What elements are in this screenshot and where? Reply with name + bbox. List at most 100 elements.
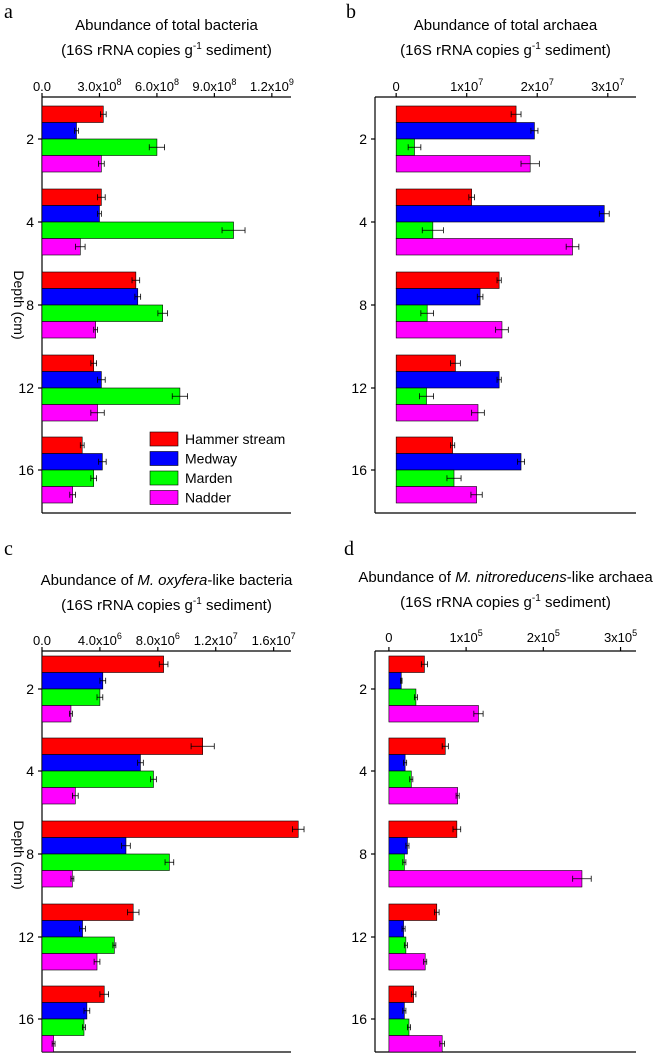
- x-tick-mantissa: 3.0x10: [77, 79, 116, 94]
- bar-nadder: [388, 1035, 443, 1053]
- depth-label: 8: [359, 846, 367, 862]
- bar-medway: [41, 754, 141, 772]
- bar-marden: [41, 138, 158, 156]
- chart-title: Abundance of M. nitroreducens-like archa…: [358, 569, 653, 586]
- bar-medway: [41, 1002, 88, 1020]
- panel-letter: c: [4, 538, 13, 560]
- bar-hammer-stream: [395, 354, 456, 372]
- legend-swatch: [149, 490, 179, 505]
- x-tick-label: 0: [385, 630, 392, 645]
- bar-marden: [41, 688, 101, 706]
- bar-marden: [388, 936, 407, 954]
- bar-medway: [41, 453, 103, 471]
- x-tick-exponent: 7: [478, 77, 483, 87]
- chart-title: Abundance of total archaea: [414, 17, 598, 34]
- x-tick-label: 6.0x108: [135, 77, 179, 94]
- units-prefix: (16S rRNA copies g: [61, 42, 193, 59]
- chart-units: (16S rRNA copies g-1 sediment): [400, 41, 611, 59]
- x-tick-exponent: 6: [117, 631, 122, 641]
- x-tick-mantissa: 1.2x10: [250, 79, 289, 94]
- depth-label: 4: [359, 763, 367, 779]
- bar-hammer-stream: [41, 985, 105, 1003]
- x-tick-label: 0.0: [33, 79, 51, 94]
- depth-label: 12: [18, 380, 34, 396]
- depth-label: 16: [18, 1011, 34, 1027]
- x-tick-exponent: 8: [231, 77, 236, 87]
- depth-label: 2: [26, 681, 34, 697]
- x-tick-mantissa: 2x10: [527, 630, 555, 645]
- legend-swatch: [149, 470, 179, 486]
- bar-medway: [41, 371, 102, 389]
- x-tick-mantissa: 3x10: [591, 79, 619, 94]
- legend-label: Medway: [185, 451, 237, 467]
- title-organism: M. oxyfera: [137, 572, 207, 589]
- units-superscript: -1: [193, 596, 202, 607]
- chart-title: Abundance of M. oxyfera-like bacteria: [41, 572, 293, 589]
- bar-hammer-stream: [395, 436, 453, 454]
- x-tick-label: 2x107: [521, 77, 554, 94]
- x-tick-label: 8.0x106: [136, 631, 180, 648]
- bar-marden: [388, 853, 405, 871]
- panel-letter: a: [4, 1, 13, 23]
- bar-hammer-stream: [41, 820, 299, 838]
- x-tick-label: 9.0x108: [192, 77, 236, 94]
- title-suffix: -like bacteria: [207, 572, 293, 589]
- x-tick-label: 1x105: [450, 628, 483, 645]
- x-tick-label: 4.0x106: [78, 631, 122, 648]
- panel-a: a Abundance of total bacteria (16S rRNA co…: [4, 1, 294, 514]
- bar-marden: [41, 304, 163, 322]
- depth-label: 8: [26, 846, 34, 862]
- bar-nadder: [41, 787, 76, 805]
- x-tick-mantissa: 6.0x10: [135, 79, 174, 94]
- bar-nadder: [41, 404, 98, 422]
- bar-marden: [41, 853, 170, 871]
- chart-units: (16S rRNA copies g-1 sediment): [400, 593, 611, 611]
- bar-nadder: [388, 787, 458, 805]
- depth-label: 16: [351, 462, 367, 478]
- panel-letter: b: [346, 1, 356, 23]
- depth-label: 2: [359, 681, 367, 697]
- bar-medway: [395, 205, 605, 223]
- title-suffix: -like archaea: [567, 569, 654, 586]
- depth-label: 8: [26, 297, 34, 313]
- depth-label: 2: [359, 131, 367, 147]
- units-suffix: sediment): [202, 597, 272, 614]
- bar-marden: [388, 1018, 410, 1036]
- x-tick-exponent: 5: [555, 628, 560, 638]
- bar-hammer-stream: [41, 188, 102, 206]
- bar-nadder: [41, 321, 96, 339]
- title-prefix: Abundance of: [41, 572, 138, 589]
- title-prefix: Abundance of: [358, 569, 455, 586]
- chart-title: Abundance of total bacteria: [75, 17, 258, 34]
- x-tick-label: 1x107: [450, 77, 483, 94]
- bar-nadder: [41, 486, 73, 504]
- x-tick-mantissa: 1x10: [450, 79, 478, 94]
- depth-axis-label: Depth (cm): [11, 820, 27, 889]
- units-prefix: (16S rRNA copies g: [400, 594, 532, 611]
- x-tick-mantissa: 4.0x10: [78, 633, 117, 648]
- x-tick-label: 3x105: [604, 628, 637, 645]
- x-tick-exponent: 7: [549, 77, 554, 87]
- x-tick-mantissa: 2x10: [521, 79, 549, 94]
- x-tick-exponent: 8: [116, 77, 121, 87]
- bar-marden: [41, 387, 181, 405]
- bar-nadder: [395, 404, 479, 422]
- bar-hammer-stream: [41, 105, 104, 123]
- bar-medway: [388, 920, 404, 938]
- bar-nadder: [388, 870, 583, 888]
- x-tick-label: 0.0: [33, 633, 51, 648]
- bar-marden: [395, 469, 455, 487]
- depth-label: 16: [351, 1011, 367, 1027]
- bar-medway: [41, 205, 100, 223]
- x-tick-mantissa: 1x10: [450, 630, 478, 645]
- bar-hammer-stream: [388, 820, 458, 838]
- bar-medway: [388, 672, 402, 690]
- units-prefix: (16S rRNA copies g: [400, 42, 532, 59]
- bar-nadder: [41, 870, 73, 888]
- bar-nadder: [41, 155, 102, 173]
- title-organism: M. nitroreducens: [455, 569, 567, 586]
- depth-label: 4: [359, 214, 367, 230]
- bar-hammer-stream: [41, 737, 203, 755]
- units-suffix: sediment): [541, 42, 611, 59]
